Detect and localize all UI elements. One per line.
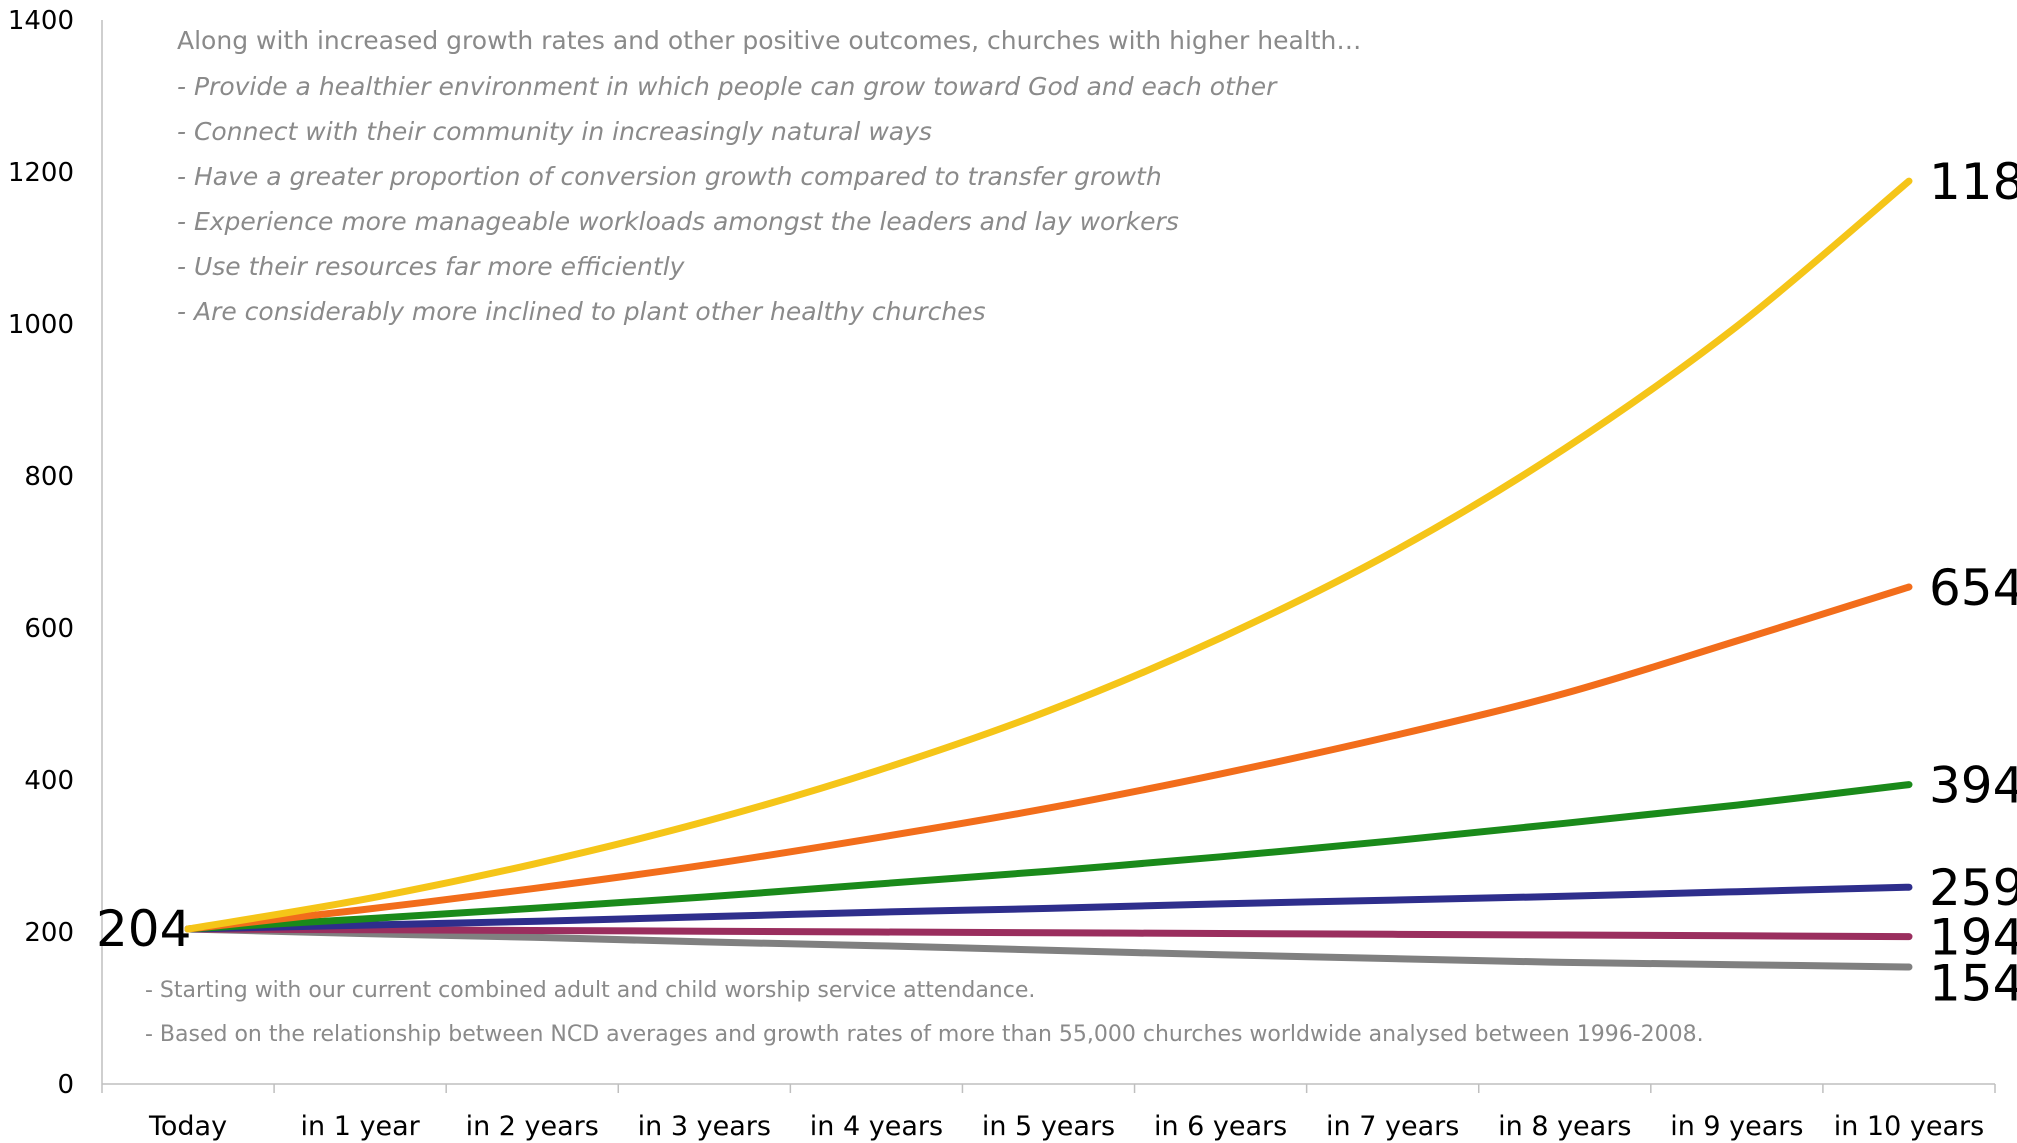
x-tick-label: Today [148,1111,227,1142]
x-tick-label: in 7 years [1326,1111,1459,1142]
footnote: - Starting with our current combined adu… [145,978,1035,1003]
series-line [184,781,1913,933]
series-lines [184,177,1913,971]
chart-axes [101,20,1996,1093]
y-axis-ticks: 0 200 400 600 800 1000 1200 1400 [8,6,74,1100]
x-tick-label: in 3 years [638,1111,771,1142]
note-item: - Use their resources far more efficient… [177,252,686,281]
note-item: - Provide a healthier environment in whi… [177,72,1278,101]
y-tick-label: 0 [57,1070,74,1100]
series-end-label: 259 [1929,859,2017,917]
series-end-label: 654 [1929,559,2017,617]
y-tick-label: 400 [24,766,74,796]
y-tick-label: 600 [24,614,74,644]
start-value-label: 204 [96,900,191,958]
note-item: - Experience more manageable workloads a… [177,207,1179,236]
footnotes: - Starting with our current combined adu… [145,978,1704,1047]
x-tick-label: in 4 years [810,1111,943,1142]
series-line [184,583,1913,933]
x-tick-label: in 1 year [301,1111,421,1142]
y-tick-label: 200 [24,918,74,948]
x-tick-label: in 6 years [1154,1111,1287,1142]
x-tick-label: in 8 years [1498,1111,1631,1142]
x-tick-label: in 5 years [982,1111,1115,1142]
series-end-label: 154 [1929,955,2017,1013]
y-tick-label: 1400 [8,6,74,36]
x-tick-label: in 10 years [1834,1111,1984,1142]
x-tick-label: in 2 years [466,1111,599,1142]
series-line [184,925,1913,971]
notes-heading: Along with increased growth rates and ot… [177,26,1361,55]
series-line [184,177,1913,933]
notes-block: Along with increased growth rates and ot… [177,26,1361,326]
note-item: - Connect with their community in increa… [177,117,932,146]
note-item: - Have a greater proportion of conversio… [177,162,1162,191]
note-item: - Are considerably more inclined to plan… [177,297,986,326]
series-line [184,883,1913,933]
y-tick-label: 800 [24,462,74,492]
y-tick-label: 1000 [8,310,74,340]
series-end-label: 194 [1929,909,2017,967]
series-line [184,925,1913,941]
series-end-label: 394 [1929,757,2017,815]
footnote: - Based on the relationship between NCD … [145,1022,1704,1047]
y-tick-label: 1200 [8,158,74,188]
x-axis-ticks: Today in 1 year in 2 years in 3 years in 4 y… [148,1111,1984,1142]
x-tick-label: in 9 years [1670,1111,1803,1142]
series-end-label: 1188 [1929,153,2017,211]
